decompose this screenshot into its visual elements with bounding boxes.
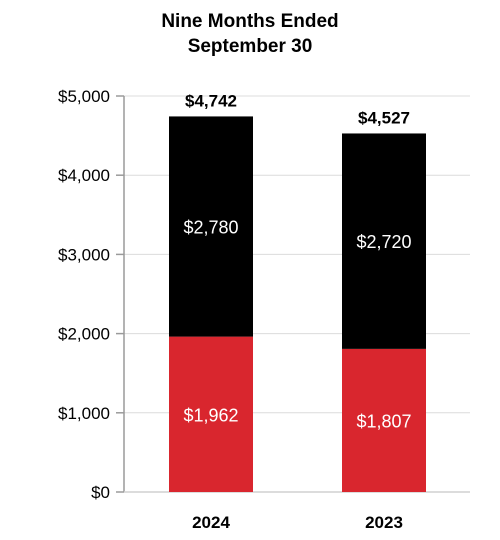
- y-tick-label: $5,000: [58, 87, 110, 106]
- chart-title-line-2: September 30: [188, 36, 313, 57]
- x-tick-label: 2023: [365, 513, 403, 532]
- bars: [169, 116, 426, 492]
- y-tick-label: $3,000: [58, 245, 110, 264]
- labels: $1,962 $2,780 $4,742 2024 $1,807 $2,720 $4,527…: [183, 91, 411, 532]
- y-tick-label: $1,000: [58, 404, 110, 423]
- total-value-label: $4,527: [358, 108, 410, 127]
- y-tick-label: $0: [91, 483, 110, 502]
- bar-segment: [169, 116, 253, 337]
- bar-segment: [342, 133, 426, 349]
- segment-value-label: $2,720: [356, 232, 411, 252]
- y-tick-label: $2,000: [58, 325, 110, 344]
- segment-value-label: $1,962: [183, 405, 238, 425]
- total-value-label: $4,742: [185, 91, 237, 110]
- bar-segment: [342, 348, 426, 492]
- bar-segment: [169, 336, 253, 492]
- segment-value-label: $1,807: [356, 411, 411, 431]
- x-tick-label: 2024: [192, 513, 230, 532]
- y-tick-label: $4,000: [58, 166, 110, 185]
- segment-value-label: $2,780: [183, 218, 238, 238]
- chart-title-line-1: Nine Months Ended: [161, 11, 338, 32]
